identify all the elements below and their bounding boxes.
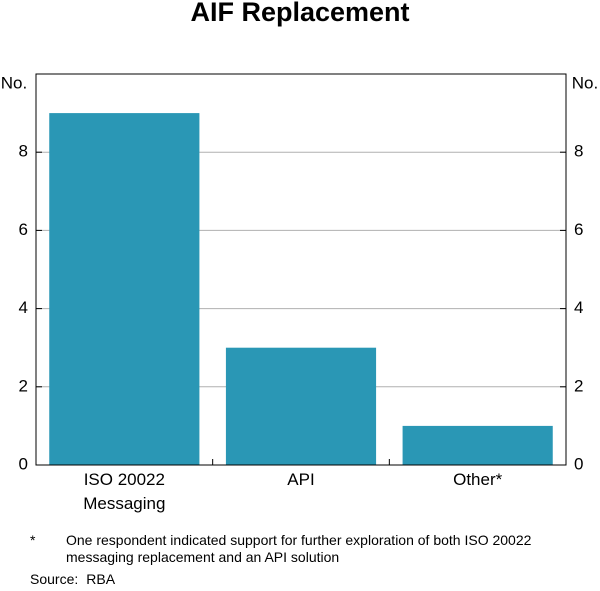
y2-tick-label: 0 — [574, 454, 583, 473]
y2-axis-label: No. — [572, 73, 598, 92]
y2-tick-label: 8 — [574, 142, 583, 161]
y2-tick-label: 6 — [574, 220, 583, 239]
y2-tick-label: 4 — [574, 298, 583, 317]
footnote-marker: * — [30, 532, 36, 548]
y-tick-label: 8 — [19, 142, 28, 161]
chart-title: AIF Replacement — [190, 0, 409, 27]
source: Source: RBA — [0, 571, 600, 588]
source-text: RBA — [86, 571, 116, 587]
y-axis-label: No. — [1, 73, 27, 92]
plot-frame — [35, 73, 567, 466]
source-label: Source: — [30, 571, 79, 587]
bar — [225, 347, 377, 465]
bar — [402, 425, 553, 465]
footnote: * One respondent indicated support for f… — [0, 532, 600, 566]
x-tick-label: Other* — [453, 470, 503, 489]
bar — [49, 113, 200, 465]
y-tick-label: 0 — [19, 454, 28, 473]
y-tick-label: 4 — [19, 298, 28, 317]
chart: AIF Replacement No. No. 0 0 2 2 4 4 6 6 8 8 ISO 20… — [1, 0, 598, 513]
footnote-text: One respondent indicated support for fur… — [66, 532, 532, 565]
y-tick-label: 2 — [19, 376, 28, 395]
notes: * One respondent indicated support for f… — [0, 532, 600, 588]
x-tick-label: API — [287, 470, 314, 489]
y2-tick-label: 2 — [574, 376, 583, 395]
x-tick-label: ISO 20022 Messaging — [83, 470, 165, 513]
y-tick-label: 6 — [19, 220, 28, 239]
